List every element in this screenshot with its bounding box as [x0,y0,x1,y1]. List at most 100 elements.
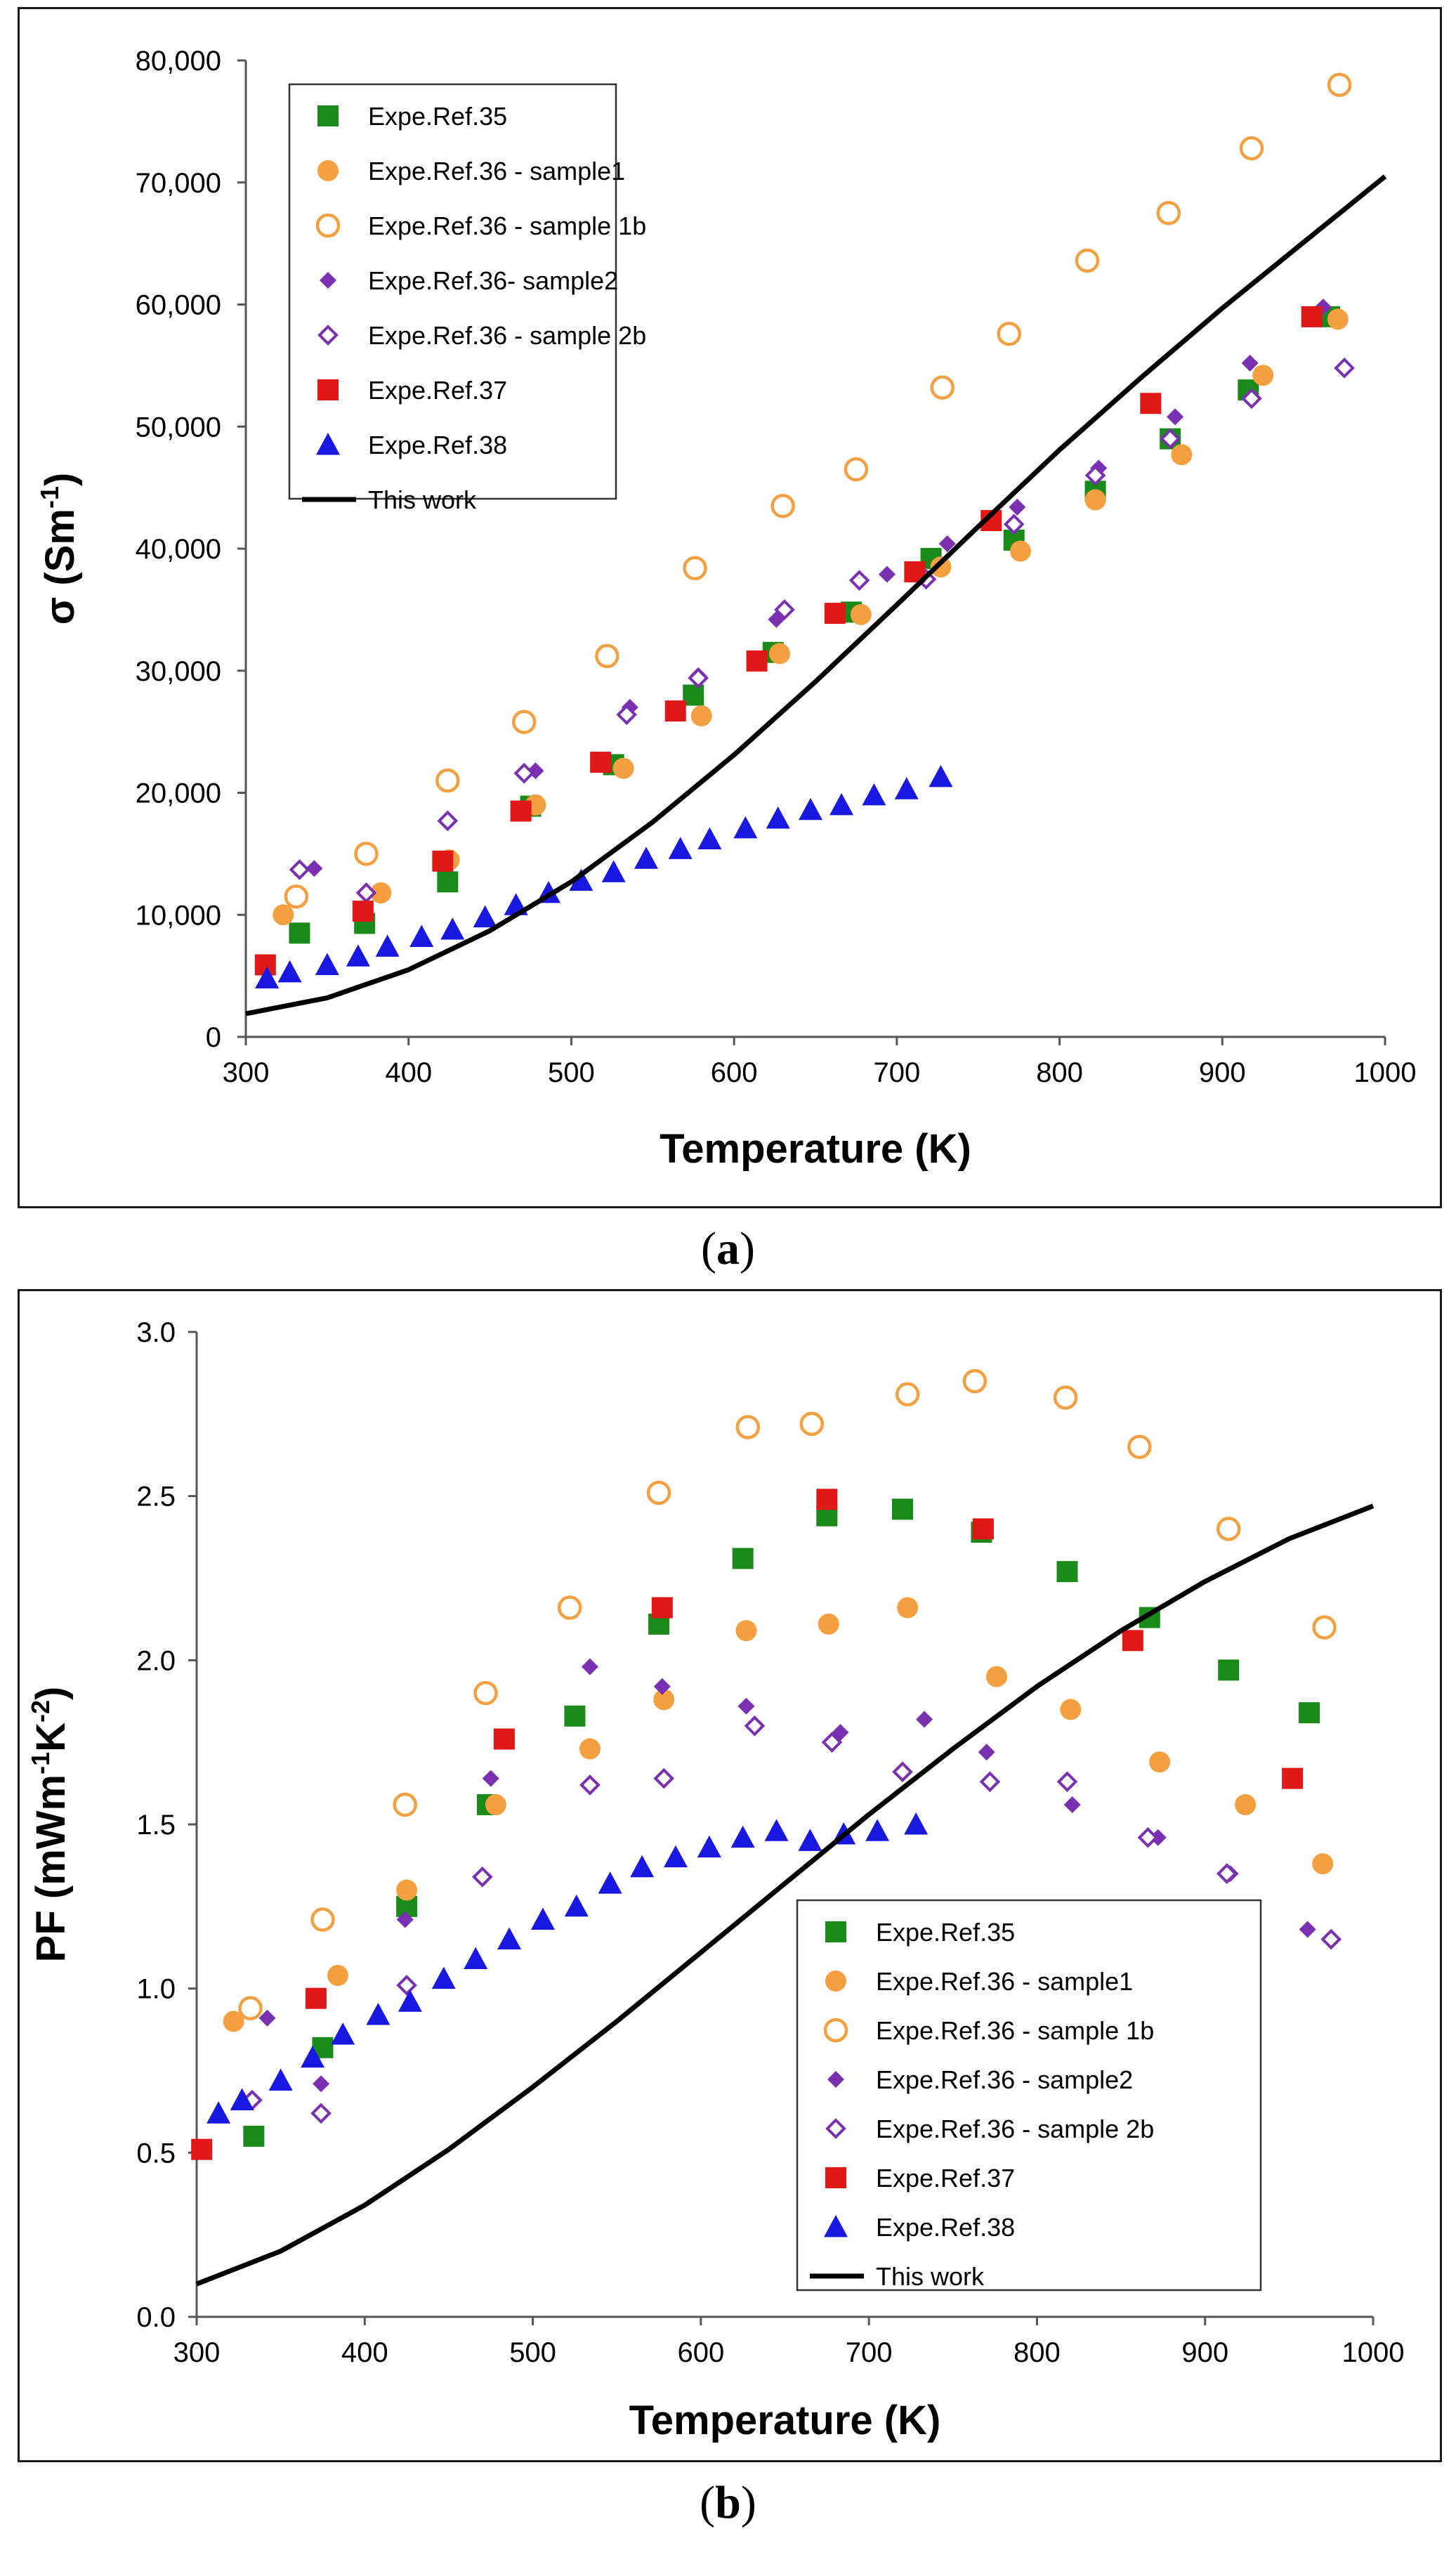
data-point [1053,1385,1078,1410]
panel-b-label: (b) [700,2477,756,2528]
x-tick-label: 900 [1181,2337,1228,2368]
data-point [766,806,790,829]
data-point [1171,444,1193,466]
legend-marker [825,1970,846,1992]
x-tick-label: 800 [1036,1057,1083,1088]
legend-marker [317,105,339,126]
legend-a: Expe.Ref.35 Expe.Ref.36 - sample1 Expe.Ref… [288,83,646,514]
data-point [630,1855,655,1878]
data-point [821,1732,843,1753]
data-point [1216,1517,1241,1541]
x-axis-title: Temperature (K) [629,2398,941,2443]
data-point [844,457,869,482]
data-point [431,1966,456,1989]
data-point [962,1368,988,1394]
data-point [331,2022,355,2045]
data-point [1320,1928,1342,1950]
data-point [564,1705,586,1727]
data-point [895,1382,920,1407]
data-point [1334,358,1355,379]
data-point [1241,354,1259,372]
data-point [930,556,952,578]
legend-label: Expe.Ref.35 [876,1918,1015,1947]
legend-label: Expe.Ref.36 - sample2 [876,2065,1133,2094]
data-point [979,1771,1001,1793]
data-point [1056,1771,1078,1793]
x-tick-label: 1000 [1342,2337,1405,2368]
data-point [437,810,459,832]
y-tick-label: 0 [206,1022,221,1053]
data-point [664,700,686,722]
data-point [848,570,870,592]
y-axis-title: σ (Sm-1) [35,473,83,625]
data-point [409,924,434,947]
data-point [892,1761,913,1783]
data-point [799,1411,825,1437]
data-point [464,1947,488,1970]
legend-label: Expe.Ref.36 - sample1 [368,157,625,185]
data-point [255,966,280,989]
legend-marker [317,379,339,400]
data-point [482,1770,499,1787]
x-tick-label: 400 [341,2337,388,2368]
data-point [268,2068,293,2091]
data-point [668,837,693,859]
data-point [1301,306,1323,327]
x-tick-label: 800 [1014,2337,1061,2368]
data-point [764,1819,789,1841]
data-point [289,859,310,880]
data-point [929,764,953,787]
data-point [440,917,465,940]
data-point [315,953,339,975]
series-expe-ref-36-sample-1b [284,72,1352,909]
data-point [258,2009,276,2027]
data-point [862,783,886,806]
data-point [1235,1793,1257,1815]
data-point [1122,1630,1143,1652]
legend-label: Expe.Ref.38 [368,431,507,459]
data-point [579,1775,601,1796]
data-point [1327,72,1352,97]
series-expe-ref-37 [254,306,1323,976]
legend-label: This work [368,485,477,514]
data-point [355,882,377,903]
data-point [370,882,392,903]
data-point [612,757,634,779]
data-point [1137,1826,1159,1848]
x-axis-title: Temperature (K) [660,1126,971,1172]
data-point [1299,1921,1316,1938]
panel-a-label-text: a [716,1223,740,1274]
data-point [732,1548,754,1569]
data-point [1299,1702,1320,1724]
legend-label: Expe.Ref.38 [876,2213,1015,2242]
data-point [697,827,722,849]
chart-b: 300 400 500 600 700 800 900 1000 0.0 0.5 1.0 1.5 2.0… [26,1317,1404,2443]
data-point [892,1498,913,1520]
legend-box [288,83,617,500]
data-point [493,1728,515,1750]
data-point [598,1871,622,1894]
y-tick-label: 40,000 [136,534,221,565]
data-point [485,1793,506,1815]
data-point [581,1658,598,1675]
data-point [1127,1434,1152,1459]
data-point [352,901,374,922]
data-point [688,667,709,689]
data-point [799,797,823,821]
data-point [306,860,323,877]
data-point [396,1911,414,1928]
data-point [393,1792,417,1817]
legend-marker [825,2167,846,2188]
data-point [396,1879,418,1901]
data-point [313,2075,330,2093]
x-tick-label: 1000 [1354,1057,1417,1088]
data-point [769,643,791,665]
data-point [1218,1659,1240,1681]
data-point [653,1678,671,1695]
data-point [770,493,795,518]
data-point [735,1415,761,1439]
legend-label: Expe.Ref.36- sample2 [368,266,618,295]
y-tick-label: 70,000 [136,168,221,199]
x-tick-label: 500 [548,1057,595,1088]
data-point [1063,1796,1081,1813]
